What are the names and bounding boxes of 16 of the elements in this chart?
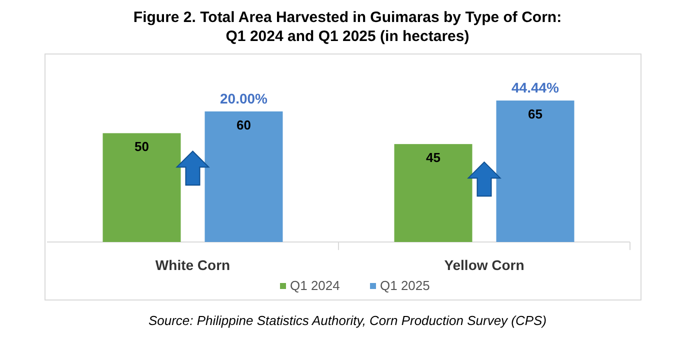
bar (102, 133, 181, 242)
chart-title: Figure 2. Total Area Harvested in Guimaras by Type of Corn: Q1 2024 and Q1 2025 (in hectares) (133, 9, 562, 45)
legend-label: Q1 2024 (290, 278, 340, 293)
data-label: 45 (426, 150, 440, 166)
x-tick-label: White Corn (155, 257, 230, 273)
data-label: 60 (236, 117, 251, 132)
text: 44.44% (512, 80, 560, 96)
annotation: 20.00% (220, 90, 268, 106)
data-label: 50 (134, 139, 149, 154)
source-note: Source: Philippine Statistics Authority, Corn Production Survey (CPS) (148, 313, 547, 328)
legend-label: Q1 2025 (380, 278, 430, 293)
bar (496, 100, 574, 242)
data-label: 65 (528, 106, 542, 122)
bar (394, 144, 472, 242)
x-tick-label: Yellow Corn (444, 257, 524, 273)
bar (204, 111, 283, 242)
